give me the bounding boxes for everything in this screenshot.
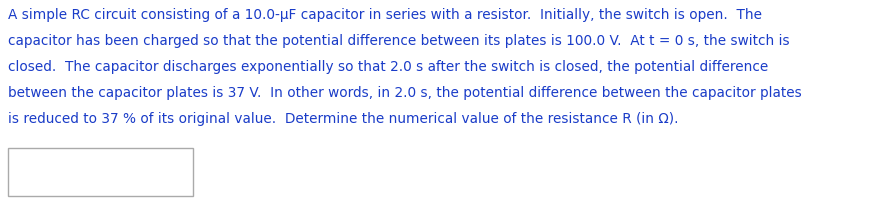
Text: capacitor has been charged so that the potential difference between its plates i: capacitor has been charged so that the p… bbox=[8, 34, 789, 48]
Text: closed.  The capacitor discharges exponentially so that 2.0 s after the switch i: closed. The capacitor discharges exponen… bbox=[8, 60, 768, 74]
Text: A simple RC circuit consisting of a 10.0-μF capacitor in series with a resistor.: A simple RC circuit consisting of a 10.0… bbox=[8, 8, 762, 22]
Bar bbox=[8, 148, 193, 196]
Text: is reduced to 37 % of its original value.  Determine the numerical value of the : is reduced to 37 % of its original value… bbox=[8, 112, 679, 126]
Text: between the capacitor plates is 37 V.  In other words, in 2.0 s, the potential d: between the capacitor plates is 37 V. In… bbox=[8, 86, 802, 100]
